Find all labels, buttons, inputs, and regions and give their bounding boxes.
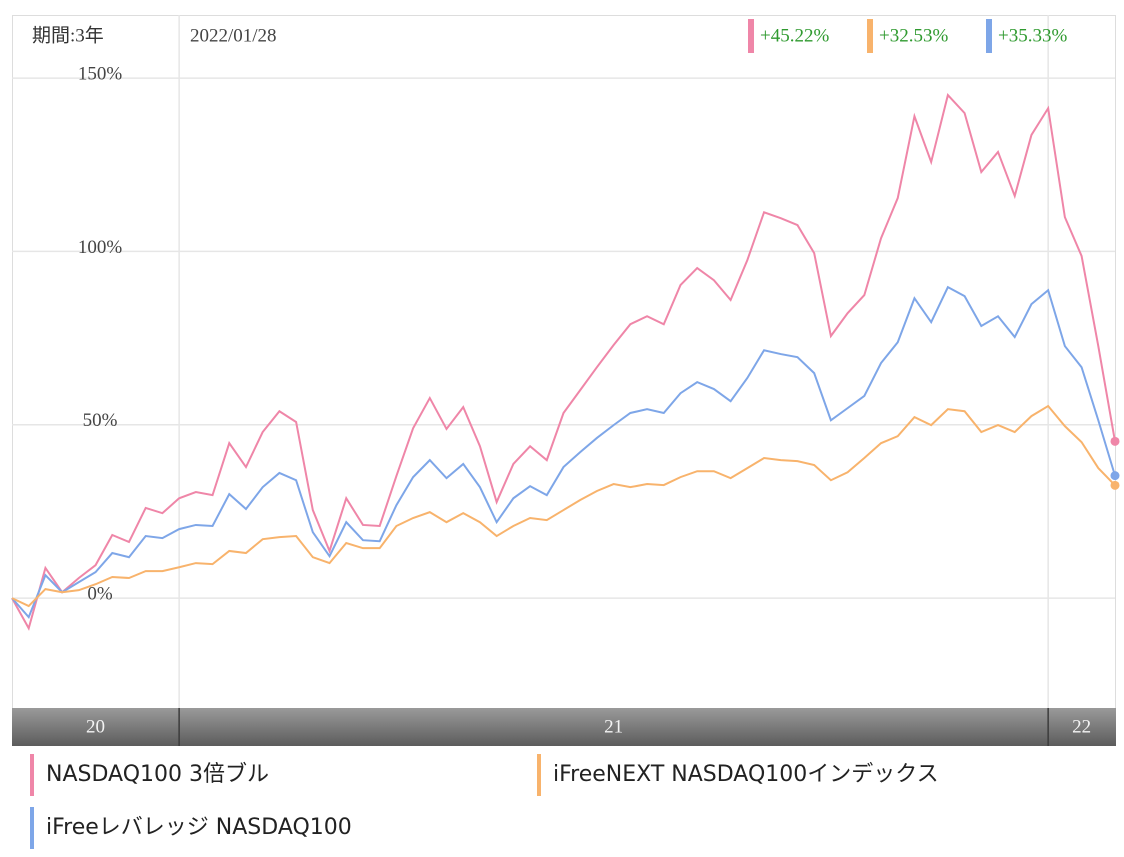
legend-swatch xyxy=(30,807,34,849)
end-marker xyxy=(1110,436,1120,446)
end-marker xyxy=(1110,471,1120,481)
period-label: 期間:3年 xyxy=(32,24,104,46)
x-band-label: 21 xyxy=(604,716,623,737)
y-tick-label: 150% xyxy=(78,63,123,84)
time-bar xyxy=(12,708,1116,746)
summary-label: +45.22% xyxy=(760,25,829,46)
x-band-label: 20 xyxy=(86,716,105,737)
x-band-label: 22 xyxy=(1072,716,1091,737)
summary-label: +35.33% xyxy=(998,25,1067,46)
y-tick-label: 50% xyxy=(83,410,118,431)
summary-swatch xyxy=(867,19,873,53)
legend-swatch xyxy=(30,754,34,796)
summary-label: +32.53% xyxy=(879,25,948,46)
series-line xyxy=(11,285,1116,620)
series-line xyxy=(11,93,1116,631)
legend-label: iFreeレバレッジ NASDAQ100 xyxy=(46,815,352,840)
series-line xyxy=(11,404,1116,608)
summary-swatch xyxy=(986,19,992,53)
summary-swatch xyxy=(748,19,754,53)
legend-label: NASDAQ100 3倍ブル xyxy=(46,762,269,787)
legend-swatch xyxy=(537,754,541,796)
plot-frame xyxy=(12,15,1116,709)
y-tick-label: 0% xyxy=(87,583,113,604)
y-tick-label: 100% xyxy=(78,237,123,258)
end-marker xyxy=(1110,480,1120,490)
legend-label: iFreeNEXT NASDAQ100インデックス xyxy=(553,762,939,787)
date-label: 2022/01/28 xyxy=(190,25,277,46)
